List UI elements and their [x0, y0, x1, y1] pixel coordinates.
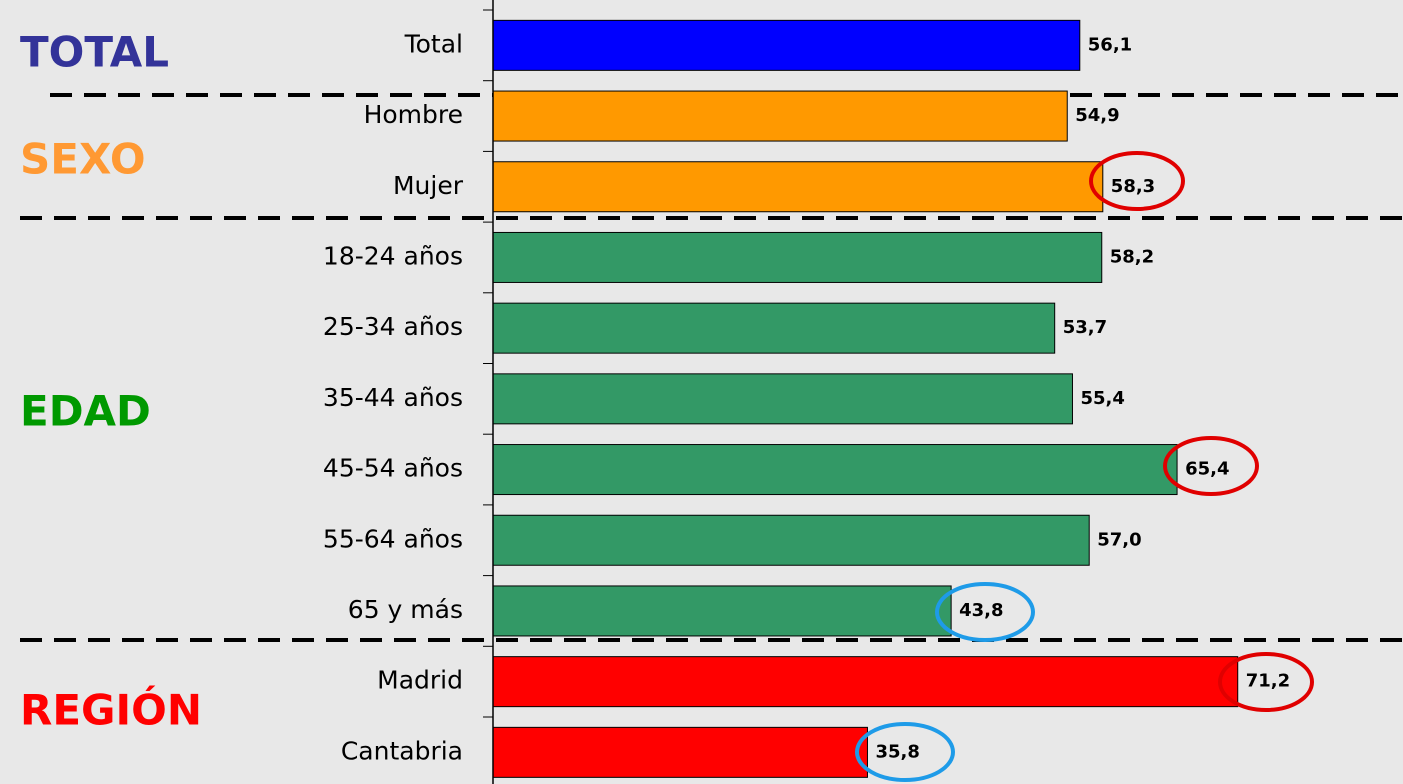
- value-label: 58,3: [1111, 176, 1155, 197]
- category-label: 18-24 años: [323, 241, 463, 270]
- highlight-circle: [855, 722, 955, 782]
- bar: [492, 231, 1103, 283]
- highlight-circle: [1218, 652, 1314, 712]
- bar: [492, 161, 1104, 213]
- value-label: 43,8: [959, 600, 1003, 621]
- bar: [492, 656, 1239, 708]
- highlight-circle: [1163, 436, 1259, 496]
- plot: Total 56,1 Hombre 54,9 Mujer 58,3 18-24 años 58…: [323, 0, 1290, 784]
- group-label: EDAD: [20, 387, 151, 436]
- value-label: 57,0: [1097, 529, 1141, 550]
- value-label: 71,2: [1246, 671, 1290, 692]
- value-label: 55,4: [1080, 388, 1124, 409]
- category-label: Cantabria: [341, 736, 463, 765]
- category-label: Mujer: [393, 171, 464, 200]
- bar: [492, 444, 1178, 496]
- value-label: 65,4: [1185, 459, 1229, 480]
- bar: [492, 514, 1090, 566]
- bar: [492, 19, 1081, 71]
- category-label: Hombre: [364, 100, 463, 129]
- value-label: 56,1: [1088, 34, 1132, 55]
- value-label: 53,7: [1063, 317, 1107, 338]
- bar: [492, 373, 1073, 425]
- value-label: 54,9: [1075, 105, 1119, 126]
- category-label: 25-34 años: [323, 312, 463, 341]
- highlight-circle: [1089, 151, 1185, 211]
- highlights: [855, 151, 1314, 782]
- bar: [492, 726, 868, 778]
- bar: [492, 302, 1056, 354]
- bar: [492, 90, 1068, 142]
- category-label: 45-54 años: [323, 454, 463, 483]
- value-label: 58,2: [1110, 246, 1154, 267]
- group-label: TOTAL: [20, 28, 169, 77]
- bar: [492, 585, 952, 637]
- highlight-circle: [935, 582, 1035, 642]
- category-label: Madrid: [377, 666, 463, 695]
- value-label: 35,8: [875, 741, 919, 762]
- category-label: 65 y más: [348, 595, 463, 624]
- category-label: 35-44 años: [323, 383, 463, 412]
- category-label: Total: [404, 29, 463, 58]
- group-label: REGIÓN: [20, 685, 202, 735]
- category-label: 55-64 años: [323, 524, 463, 553]
- group-label: SEXO: [20, 135, 146, 184]
